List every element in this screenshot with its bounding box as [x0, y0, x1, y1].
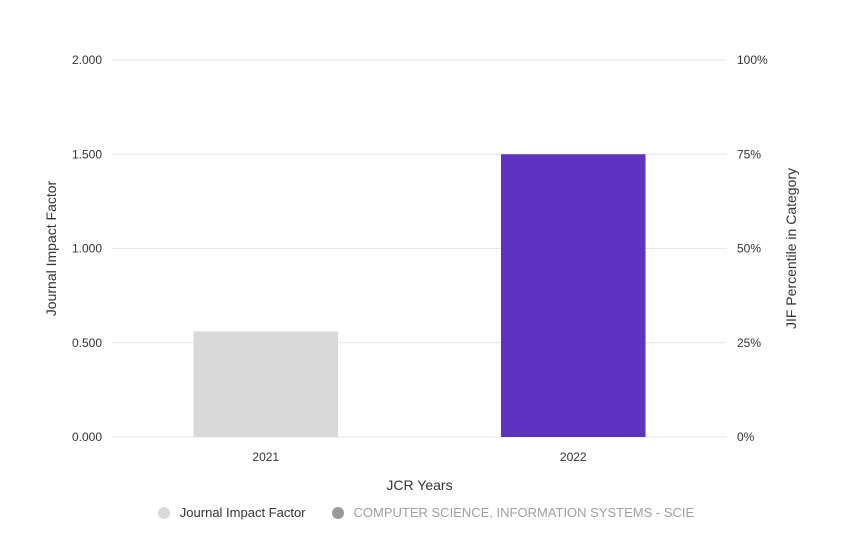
bar-chart: 0.000 0% 0.500 25% 1.000 50% 1.500 75% 2.000 100%… — [43, 53, 799, 493]
legend-item-journal-impact-factor[interactable]: Journal Impact Factor — [157, 505, 306, 520]
bar-2022 — [500, 154, 646, 437]
y-tick-label: 0.000 — [72, 430, 102, 444]
x-axis-title: JCR Years — [386, 477, 452, 493]
legend-marker-journal-impact-factor — [157, 506, 170, 519]
y2-tick-label: 25% — [737, 336, 761, 350]
x-tick-label: 2022 — [560, 450, 587, 464]
y2-tick-label: 0% — [737, 430, 755, 444]
chart-legend: Journal Impact Factor COMPUTER SCIENCE, … — [0, 505, 852, 520]
y-tick-label: 0.500 — [72, 336, 102, 350]
y-axis-title: Journal Impact Factor — [43, 180, 59, 316]
x-tick-label: 2021 — [252, 450, 279, 464]
bar-2021 — [193, 331, 339, 437]
y2-tick-label: 75% — [737, 147, 761, 161]
y-tick-label: 2.000 — [72, 53, 102, 67]
legend-marker-category — [331, 506, 344, 519]
y-tick-label: 1.500 — [72, 147, 102, 161]
y2-tick-label: 50% — [737, 242, 761, 256]
legend-label-journal-impact-factor: Journal Impact Factor — [179, 505, 306, 520]
y2-tick-label: 100% — [737, 53, 768, 67]
y-tick-label: 1.000 — [72, 242, 102, 256]
y2-axis-title: JIF Percentile in Category — [783, 168, 799, 329]
legend-item-category[interactable]: COMPUTER SCIENCE, INFORMATION SYSTEMS - … — [331, 505, 695, 520]
legend-label-category: COMPUTER SCIENCE, INFORMATION SYSTEMS - … — [353, 505, 695, 520]
